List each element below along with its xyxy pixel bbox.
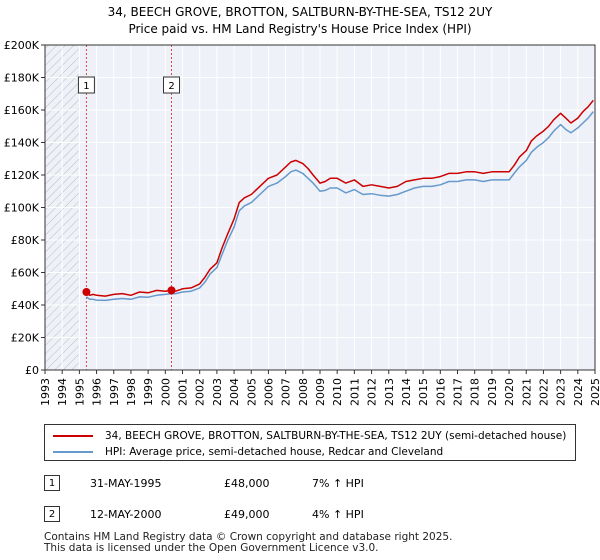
y-tick-label: £140K	[4, 137, 40, 150]
footer-attribution: Contains HM Land Registry data © Crown c…	[44, 532, 452, 554]
y-tick-label: £80K	[11, 234, 40, 247]
x-tick-label: 2006	[262, 378, 275, 406]
x-tick-label: 1996	[91, 378, 104, 406]
x-tick-label: 1999	[142, 378, 155, 406]
price-chart: 34, BEECH GROVE, BROTTON, SALTBURN-BY-TH…	[4, 5, 600, 406]
x-tick-label: 2004	[228, 378, 241, 406]
transaction-hpi-change: 7% ↑ HPI	[312, 476, 364, 490]
x-tick-label: 2022	[537, 378, 550, 406]
x-tick-label: 2015	[417, 378, 430, 406]
x-tick-label: 1997	[108, 378, 121, 406]
footer-licence: This data is licensed under the Open Gov…	[44, 542, 379, 554]
chart-subtitle: Price paid vs. HM Land Registry's House …	[128, 22, 471, 36]
sale-point	[167, 286, 176, 295]
x-axis-ticks: 1993 1994 1995 1996 1997 1998 1999 2000 2001 2002…	[39, 370, 600, 406]
x-tick-label: 2009	[314, 378, 327, 406]
x-tick-label: 1998	[125, 378, 138, 406]
chart-title: 34, BEECH GROVE, BROTTON, SALTBURN-BY-TH…	[108, 5, 493, 19]
y-tick-label: £180K	[4, 72, 40, 85]
x-tick-label: 2000	[159, 378, 172, 406]
x-tick-label: 1993	[39, 378, 52, 406]
x-tick-label: 2019	[486, 378, 499, 406]
sale-marker-label: 2	[163, 76, 180, 94]
y-tick-label: £0	[25, 364, 39, 377]
x-tick-label: 2021	[520, 378, 533, 406]
x-tick-label: 2005	[245, 378, 258, 406]
y-tick-label: £60K	[11, 267, 40, 280]
x-tick-label: 2001	[177, 378, 190, 406]
y-tick-label: £100K	[4, 202, 40, 215]
x-tick-label: 2002	[194, 378, 207, 406]
y-tick-label: £40K	[11, 299, 40, 312]
y-axis-ticks: £0 £20K £40K £60K £80K £100K £120K £140K £160K £1…	[4, 39, 45, 377]
sale-marker-box	[163, 76, 180, 94]
x-tick-label: 2014	[400, 378, 413, 406]
legend-entry-property: 34, BEECH GROVE, BROTTON, SALTBURN-BY-TH…	[53, 428, 566, 444]
transaction-row: 2 12-MAY-2000 £49,000 4% ↑ HPI	[44, 505, 364, 523]
x-tick-label: 2018	[469, 378, 482, 406]
x-tick-label: 2011	[348, 378, 361, 406]
transaction-date: 12-MAY-2000	[90, 507, 162, 521]
transaction-hpi-change: 4% ↑ HPI	[312, 507, 364, 521]
transaction-price: £49,000	[224, 507, 270, 521]
x-tick-label: 2010	[331, 378, 344, 406]
y-tick-label: £200K	[4, 39, 40, 52]
x-tick-label: 2008	[297, 378, 310, 406]
legend-swatch-hpi	[53, 451, 93, 453]
x-tick-label: 2024	[572, 378, 585, 406]
chart-legend: 34, BEECH GROVE, BROTTON, SALTBURN-BY-TH…	[44, 424, 576, 461]
x-tick-label: 2007	[280, 378, 293, 406]
sale-marker-number: 2	[168, 81, 174, 92]
x-tick-label: 2017	[452, 378, 465, 406]
x-tick-label: 2023	[555, 378, 568, 406]
x-tick-label: 2020	[503, 378, 516, 406]
x-tick-label: 2025	[589, 378, 600, 406]
y-tick-label: £120K	[4, 169, 40, 182]
legend-swatch-property	[53, 435, 93, 437]
legend-entry-hpi: HPI: Average price, semi-detached house,…	[53, 444, 443, 460]
grid-lines	[44, 44, 596, 371]
transaction-number-badge: 1	[44, 475, 60, 491]
y-tick-label: £160K	[4, 104, 40, 117]
sale-marker-label: 1	[77, 76, 95, 94]
transaction-date: 31-MAY-1995	[90, 476, 162, 490]
y-tick-label: £20K	[11, 332, 40, 345]
sale-marker-number: 1	[83, 81, 89, 92]
footer-copyright: Contains HM Land Registry data © Crown c…	[44, 531, 453, 543]
legend-label-property: 34, BEECH GROVE, BROTTON, SALTBURN-BY-TH…	[105, 430, 567, 442]
transaction-price: £48,000	[224, 476, 270, 490]
transaction-number-badge: 2	[44, 506, 60, 522]
x-tick-label: 1995	[73, 378, 86, 406]
x-tick-label: 2013	[383, 378, 396, 406]
x-tick-label: 1994	[56, 378, 69, 406]
transaction-row: 1 31-MAY-1995 £48,000 7% ↑ HPI	[44, 474, 364, 492]
x-tick-label: 2016	[434, 378, 447, 406]
sale-marker-box	[77, 76, 95, 94]
x-tick-label: 2003	[211, 378, 224, 406]
legend-label-hpi: HPI: Average price, semi-detached house,…	[105, 446, 444, 458]
x-tick-label: 2012	[366, 378, 379, 406]
sale-points	[82, 286, 176, 296]
sale-point	[82, 288, 91, 296]
